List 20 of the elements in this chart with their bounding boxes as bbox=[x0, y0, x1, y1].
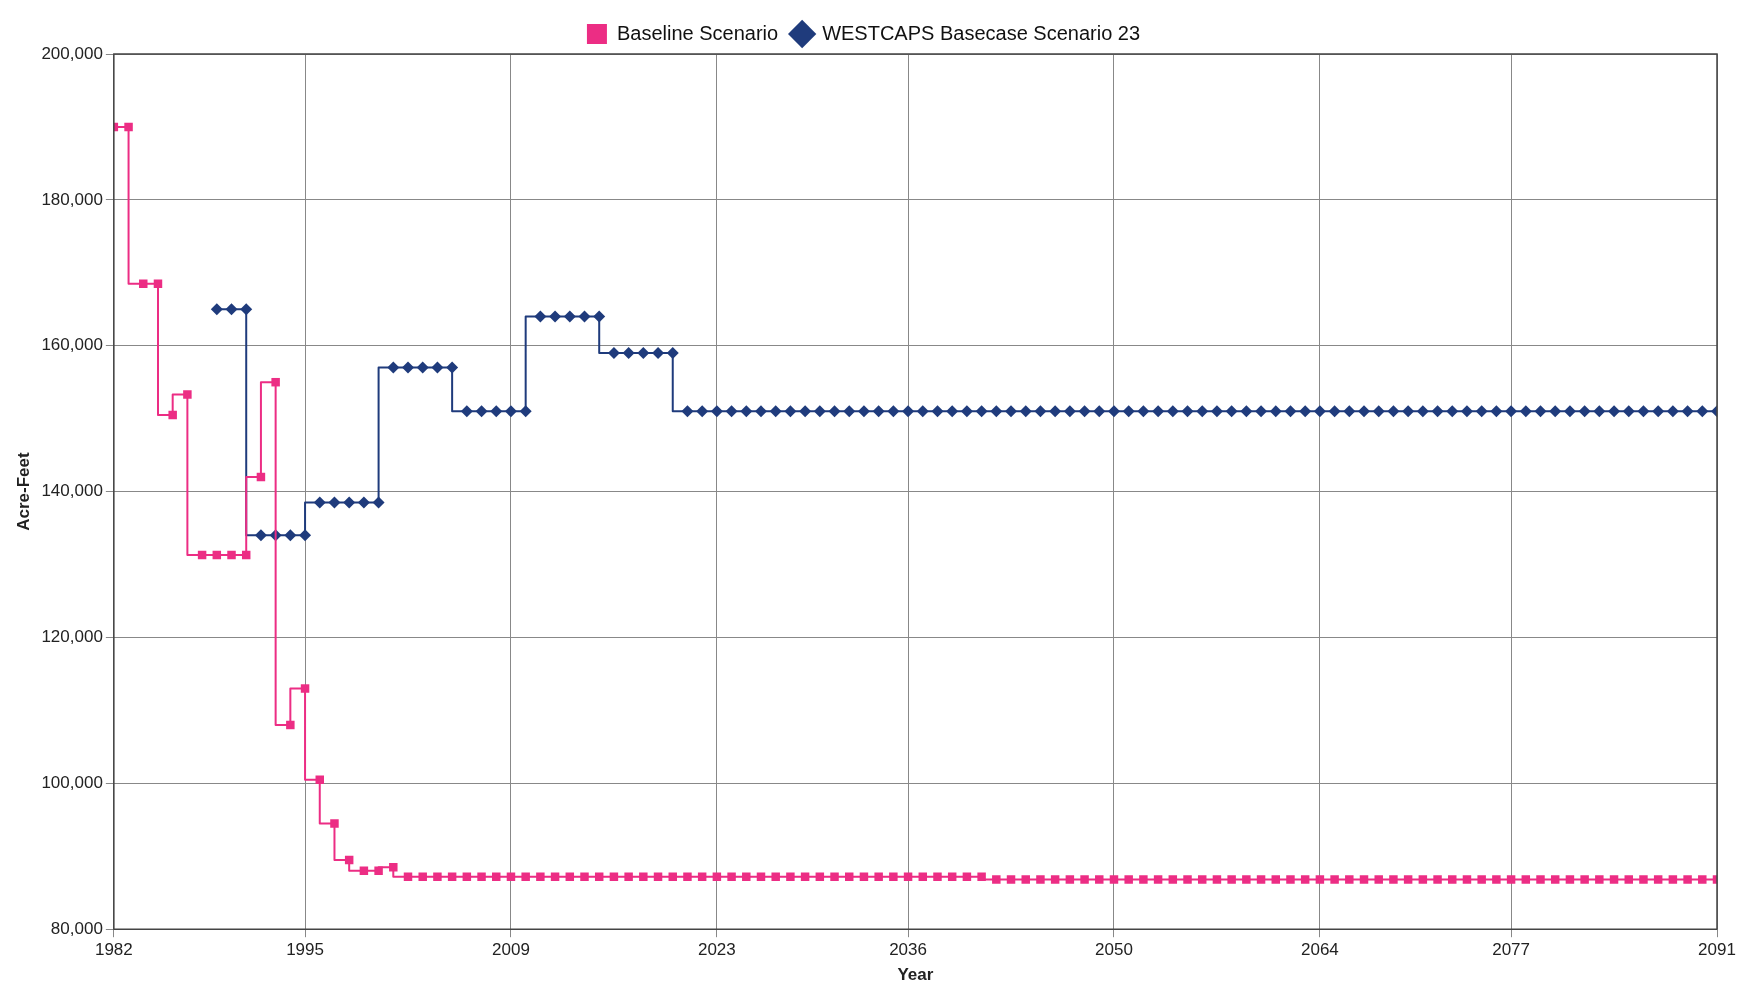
x-tick-label: 2050 bbox=[1095, 940, 1133, 960]
y-tick-label: 80,000 bbox=[50, 918, 103, 938]
x-tick-label: 2023 bbox=[697, 940, 736, 960]
legend-label: Baseline Scenario bbox=[616, 21, 779, 44]
y-tick-label: 200,000 bbox=[41, 43, 103, 63]
x-tick-label: 2091 bbox=[1698, 940, 1736, 960]
y-tick-label: 100,000 bbox=[41, 773, 103, 793]
x-tick-label: 1982 bbox=[94, 940, 133, 960]
x-axis-title: Year bbox=[897, 965, 934, 985]
x-tick-label: 2036 bbox=[889, 940, 927, 960]
y-tick-label: 160,000 bbox=[41, 335, 103, 355]
x-tick-label: 1995 bbox=[286, 940, 324, 960]
y-tick-label: 120,000 bbox=[41, 627, 103, 647]
y-tick-label: 180,000 bbox=[41, 189, 103, 209]
x-tick-label: 2077 bbox=[1492, 940, 1531, 960]
x-tick-label: 2064 bbox=[1300, 940, 1339, 960]
y-axis-title: Acre-Feet bbox=[13, 452, 33, 531]
legend-label: WESTCAPS Basecase Scenario 23 bbox=[822, 21, 1141, 44]
x-tick-label: 2009 bbox=[492, 940, 530, 960]
y-tick-label: 140,000 bbox=[41, 481, 103, 501]
